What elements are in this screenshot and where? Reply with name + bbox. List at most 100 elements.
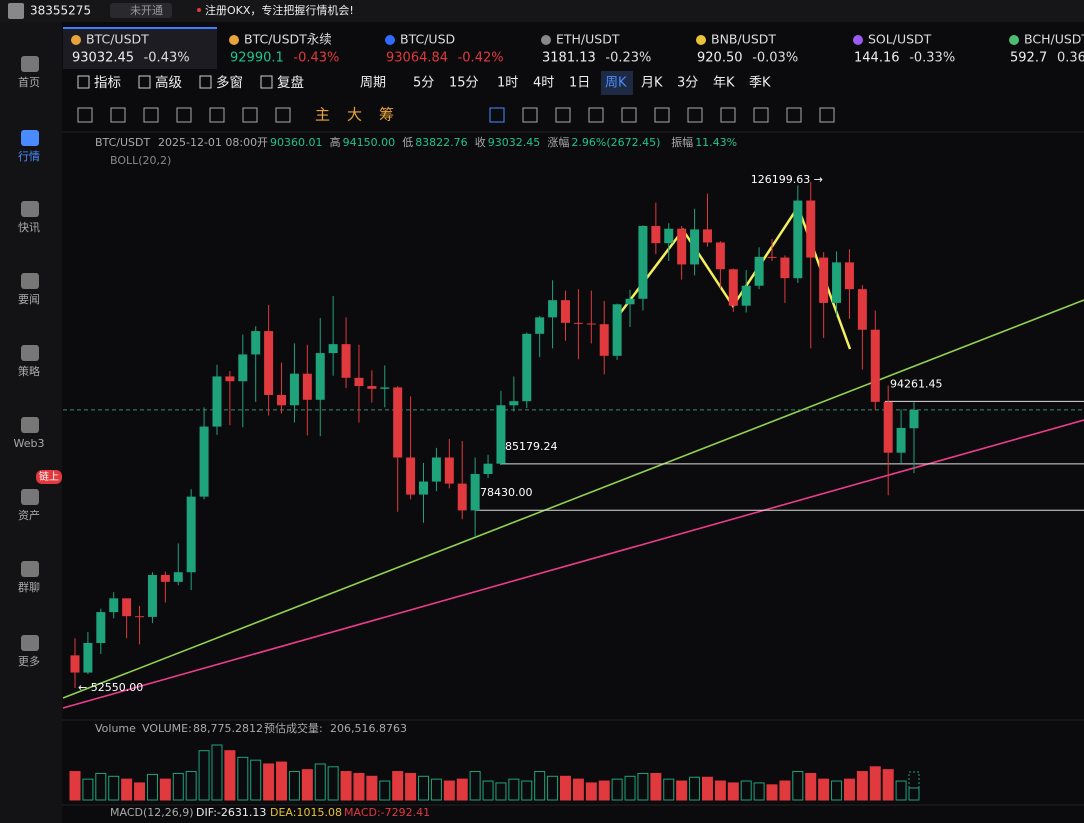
ticker-icon [541,35,551,45]
draw-icon[interactable] [720,107,736,123]
period-item[interactable]: 月K [641,76,663,91]
ticker-change: -0.43% [293,51,339,66]
candle-body [96,612,106,643]
period-item[interactable]: 1时 [497,76,518,91]
candle-body [302,373,312,400]
draw-icon[interactable] [786,107,802,123]
promo-text[interactable]: 注册OKX，专注把握行情机会! [205,3,354,17]
toolbar-item[interactable]: 多窗 [216,74,243,91]
draw-icon[interactable] [489,107,505,123]
draw-icon[interactable] [176,107,192,123]
sidebar-item[interactable]: 首页 [18,75,40,89]
candle-body [599,324,609,356]
draw-tool[interactable]: 筹 [379,106,394,124]
draw-icon[interactable] [522,107,538,123]
volume-bar [521,780,533,801]
draw-icon[interactable] [588,107,604,123]
volume-bar [482,780,494,801]
draw-icon[interactable] [654,107,670,123]
info-label: 涨幅 [547,136,569,149]
low-label: ← 52550.00 [78,681,143,694]
volume-bar [843,778,855,801]
ticker-pair[interactable]: ETH/USDT [556,32,620,47]
ticker-pair[interactable]: BNB/USDT [711,32,776,47]
period-item[interactable]: 周K [605,76,627,91]
candle-body [238,354,248,382]
volume-bar [108,775,120,801]
candle-body [664,228,674,244]
sidebar-item[interactable]: 资产 [18,508,40,522]
promo-dot [197,8,201,12]
active-ticker[interactable] [63,27,217,69]
candle-body [225,376,235,382]
candle-body [277,394,287,406]
candle-body [896,427,906,453]
period-item[interactable]: 4时 [533,76,554,91]
candle-body [328,344,338,354]
draw-icon[interactable] [555,107,571,123]
volume-bar [172,772,184,801]
candle-body [367,386,377,389]
toolbar-item[interactable]: 复盘 [277,74,304,91]
sidebar-item[interactable]: 要闻 [18,292,40,306]
toolbar-item[interactable]: 指标 [94,75,121,91]
candle-body [586,323,596,325]
volume-bar [611,778,623,801]
sidebar-item[interactable]: 更多 [18,654,40,668]
draw-icon[interactable] [275,107,291,123]
draw-icon[interactable] [143,107,159,123]
period-item[interactable]: 年K [713,76,735,91]
period-menu[interactable]: 周期 [360,76,386,91]
sidebar-item[interactable]: Web3 [14,437,45,450]
status-badge [110,3,172,18]
volume-title: Volume [95,722,136,735]
sidebar-item[interactable]: 快讯 [18,221,40,234]
volume-bar [534,771,546,801]
draw-icon[interactable] [687,107,703,123]
period-item[interactable]: 5分 [413,76,434,91]
volume-bar [146,773,158,801]
draw-icon[interactable] [621,107,637,123]
draw-icon[interactable] [753,107,769,123]
info-label: 开 [257,136,268,149]
toolbar-item[interactable]: 高级 [155,74,182,91]
candle-body [819,257,829,303]
sidebar-badge: 链上 [39,470,59,483]
volume-bar [379,780,391,801]
ticker-pair[interactable]: BCH/USDT [1024,32,1084,47]
draw-icon[interactable] [110,107,126,123]
ticker-change: -0.42% [458,51,504,66]
period-item[interactable]: 3分 [677,76,698,91]
volume-bar [495,782,507,801]
ticker-pair[interactable]: SOL/USDT [868,32,932,47]
volume-bar [263,763,275,801]
draw-icon[interactable] [77,107,93,123]
volume-bar [340,771,352,801]
draw-icon[interactable] [819,107,835,123]
sidebar-item[interactable]: 行情 [18,150,40,163]
candle-body [470,473,480,511]
info-label: 收 [475,135,486,149]
period-item[interactable]: 季K [749,76,771,91]
info-value: 2.96%(2672.45) [571,136,660,149]
sidebar-icon [21,417,39,433]
sidebar-icon [21,561,39,577]
draw-icon[interactable] [209,107,225,123]
draw-tool[interactable]: 主 [315,106,330,124]
volume-bar [831,780,843,801]
candle-body [354,377,364,387]
volume-bar [82,778,94,801]
candle-body [638,225,648,299]
period-item[interactable]: 1日 [569,76,590,91]
draw-icon[interactable] [242,107,258,123]
ticker-pair[interactable]: BTC/USD [400,32,455,47]
ticker-pair[interactable]: BTC/USDT永续 [244,32,332,47]
sidebar-item[interactable]: 策略 [18,364,40,378]
draw-tool[interactable]: 大 [347,106,362,124]
period-item[interactable]: 15分 [449,76,479,91]
account-status: 未开通 [130,4,163,17]
ticker-pair[interactable]: BTC/USDT [86,32,149,47]
volume-bar [547,775,559,801]
volume-bar [779,780,791,801]
sidebar-item[interactable]: 群聊 [18,580,40,594]
